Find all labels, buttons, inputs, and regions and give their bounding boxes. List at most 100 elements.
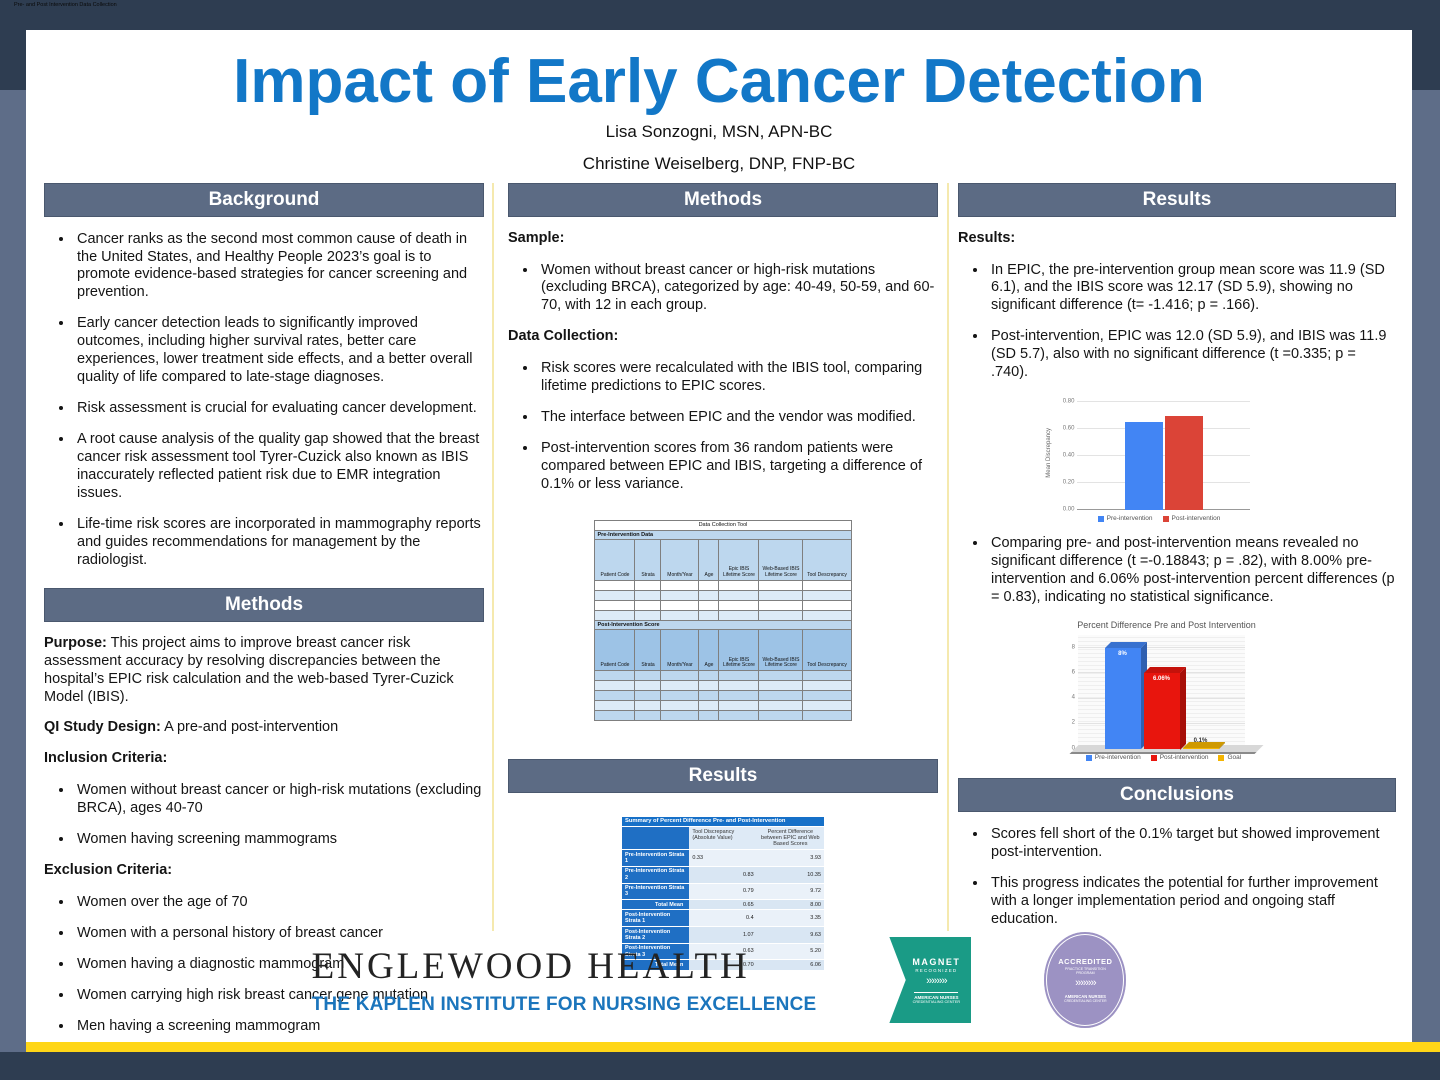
legend-swatch (1218, 755, 1225, 762)
exclusion-bullets: Women over the age of 70 Women with a pe… (44, 894, 484, 1036)
chart-body: Mean Discrepancy 0.00 0.20 0.40 0.60 0.80 (1046, 395, 1258, 513)
section-header-conclusions: Conclusions (958, 778, 1396, 812)
table-row (594, 589, 852, 601)
bar-value-label: 6.06% (1152, 675, 1170, 682)
exclusion-label: Exclusion Criteria: (44, 862, 173, 879)
results-bullets-2: Comparing pre- and post-intervention mea… (958, 535, 1396, 607)
summary-table-body: Pre-Intervention Strata 1 0.33 3.93 Pre-Int… (622, 849, 824, 971)
bullet-item: Risk scores were recalculated with the I… (538, 360, 938, 396)
table-row: Pre-Intervention Strata 3 0.79 9.72 (622, 883, 824, 901)
table-row (594, 609, 852, 621)
magnet-line1: MAGNET (912, 956, 961, 967)
y-axis-label: Mean Discrepancy (1046, 427, 1052, 478)
table-cell: 0.63 (689, 943, 757, 961)
y-tick-label: 0.40 (1062, 452, 1075, 459)
table-cell: 1.07 (689, 926, 757, 944)
dct-col: Web-Based IBIS Lifetime Score (758, 538, 804, 581)
bar-goal: 0.1% (1182, 738, 1225, 750)
mean-discrepancy-bar-chart: Mean Discrepancy 0.00 0.20 0.40 0.60 0.80 Pre-… (1046, 395, 1258, 523)
bullet-item: Women over the age of 70 (74, 894, 484, 912)
dct-col: Web-Based IBIS Lifetime Score (758, 629, 804, 672)
dct-header-row: Patient Code Strata Month/Year Age Epic … (594, 629, 852, 672)
y-tick-label: 8 (1071, 644, 1075, 651)
chart-plot-area: 024688%6.06%0.1% (1069, 635, 1264, 755)
footer: ENGLEWOOD HEALTH THE KAPLEN INSTITUTE FO… (26, 932, 1412, 1028)
summary-table-title: Summary of Percent Difference Pre- and P… (622, 816, 824, 828)
table-cell: Total Mean (622, 959, 690, 971)
y-tick-label: 0.80 (1062, 398, 1075, 405)
conclusions-bullets: Scores fell short of the 0.1% target but… (958, 826, 1396, 929)
magnet-recognized-badge: MAGNET RECOGNIZED »»»» AMERICAN NURSES C… (886, 934, 975, 1026)
section-header-results-middle: Results (508, 759, 938, 793)
dct-col: Epic IBIS Lifetime Score (718, 538, 760, 581)
table-row (594, 700, 852, 712)
dct-col: Strata (634, 538, 662, 581)
accredited-line3: PROGRAM (1076, 971, 1095, 975)
bar-post-intervention (1164, 415, 1203, 511)
dct-col: Age (698, 629, 720, 672)
gridline (1078, 647, 1245, 649)
table-cell: Pre-Intervention Strata 3 (622, 883, 690, 901)
table-row: Pre-Intervention Strata 2 0.83 10.35 (622, 866, 824, 884)
section-header-methods-left: Methods (44, 588, 484, 622)
summary-table-header: Tool Discrepancy (Absolute Value) Percen… (622, 826, 824, 851)
table-row: Post-Intervention Strata 1 0.4 3.35 (622, 909, 824, 928)
y-tick-label: 6 (1071, 669, 1075, 676)
left-column: Background Cancer ranks as the second mo… (44, 183, 484, 1049)
org-subtitle: THE KAPLEN INSTITUTE FOR NURSING EXCELLE… (311, 993, 817, 1015)
data-collection-label: Data Collection: (508, 328, 619, 345)
bullet-item: Women without breast cancer or high-risk… (538, 262, 938, 316)
results-bullets: In EPIC, the pre-intervention group mean… (958, 262, 1396, 383)
table-row: Total Mean 0.70 6.06 (622, 959, 824, 971)
sample-label: Sample: (508, 229, 565, 246)
chart-bars (1077, 395, 1250, 511)
bullet-item: Cancer ranks as the second most common c… (74, 231, 484, 303)
author-2: Christine Weiselberg, DNP, FNP-BC (582, 154, 856, 173)
accredited-line1: ACCREDITED (1058, 957, 1113, 966)
table-row: Post-Intervention Strata 2 1.07 9.63 (622, 926, 824, 944)
bullet-item: This progress indicates the potential fo… (988, 875, 1396, 929)
accredited-line5: CREDENTIALING CENTER (1064, 999, 1107, 1003)
table-row: Post-Intervention Strata 3 0.63 5.20 (622, 943, 824, 961)
bullet-item: Post-intervention, EPIC was 12.0 (SD 5.9… (988, 328, 1396, 382)
bullet-item: Women without breast cancer or high-risk… (74, 782, 484, 818)
table-row (594, 670, 852, 682)
chevrons-icon: »»»» (926, 974, 948, 987)
bottom-band (0, 1052, 1440, 1080)
bar-value-label: 0.1% (1193, 737, 1208, 744)
chart-plot-area: 0.00 0.20 0.40 0.60 0.80 (1063, 395, 1250, 513)
table-cell: 3.93 (756, 849, 824, 867)
bullet-item: Women having a diagnostic mammogram (74, 956, 484, 974)
dct-col: Month/Year (660, 538, 700, 581)
inclusion-label: Inclusion Criteria: (44, 750, 168, 767)
bullet-item: Women having screening mammograms (74, 831, 484, 849)
dct-title: Data Collection Tool (594, 520, 852, 531)
purpose-label: Purpose: (44, 634, 107, 651)
table-cell: Post-Intervention Strata 2 (622, 926, 690, 944)
table-cell: 3.35 (756, 909, 824, 928)
inclusion-bullets: Women without breast cancer or high-risk… (44, 782, 484, 849)
table-cell: 8.00 (756, 899, 824, 911)
y-tick-label: 2 (1071, 720, 1075, 727)
sample-bullets: Women without breast cancer or high-risk… (508, 262, 938, 316)
bullet-item: In EPIC, the pre-intervention group mean… (988, 262, 1396, 316)
table-cell: Pre-Intervention Strata 2 (622, 866, 690, 884)
magnet-line4: CREDENTIALING CENTER (912, 999, 961, 1004)
dct-header-row: Patient Code Strata Month/Year Age Epic … (594, 538, 852, 581)
table-cell: 10.35 (756, 866, 824, 884)
magnet-line3: AMERICAN NURSES (914, 991, 959, 1000)
table-row (594, 599, 852, 611)
bullet-item: Post-intervention scores from 36 random … (538, 440, 938, 494)
bottom-yellow-stripe (26, 1042, 1440, 1052)
table-cell: 0.65 (689, 899, 757, 911)
design-label: QI Study Design: (44, 719, 161, 736)
org-name: ENGLEWOOD HEALTH (311, 945, 750, 987)
section-header-background: Background (44, 183, 484, 217)
table-cell: 0.79 (689, 883, 757, 901)
table-row: Pre-Intervention Strata 1 0.33 3.93 (622, 849, 824, 867)
legend-swatch (1085, 755, 1092, 762)
table-cell: Pre-Intervention Strata 1 (622, 849, 690, 867)
chevrons-icon: »»»» (1075, 977, 1097, 989)
y-tick-label: 0.20 (1062, 479, 1075, 486)
design-text: A pre-and post-intervention (164, 719, 339, 736)
